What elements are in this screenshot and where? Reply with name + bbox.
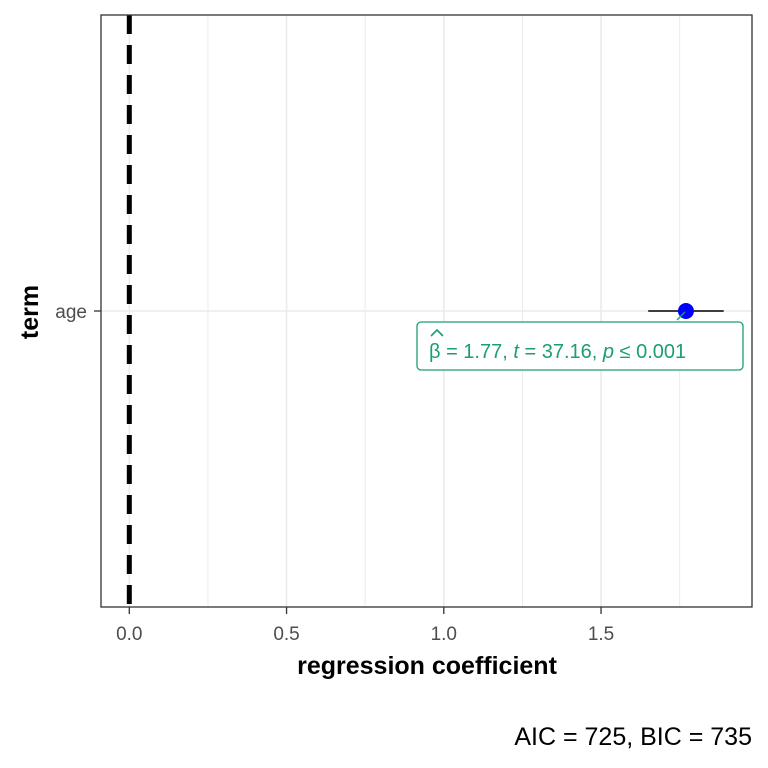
y-tick-label: age — [55, 302, 87, 323]
p-symbol: p — [602, 341, 614, 363]
x-tick-label: 0.5 — [273, 624, 299, 645]
y-axis-title: term — [16, 285, 44, 339]
x-tick-label: 1.5 — [588, 624, 614, 645]
estimates — [648, 303, 724, 321]
x-tick-label: 0.0 — [116, 624, 142, 645]
t-symbol: t — [513, 341, 520, 363]
estimate-annotation: β = 1.77, t = 37.16, p ≤ 0.001 — [416, 321, 744, 371]
x-tick-label: 1.0 — [431, 624, 457, 645]
p-value: ≤ 0.001 — [614, 341, 686, 363]
annotation-text: β = 1.77, t = 37.16, p ≤ 0.001 — [429, 341, 686, 363]
label-pointer — [676, 311, 686, 321]
t-value: = 37.16, — [519, 341, 603, 363]
y-axis: age — [55, 302, 101, 323]
beta-symbol: β — [429, 341, 441, 363]
x-axis-title: regression coefficient — [297, 652, 557, 680]
beta-hat-icon — [430, 328, 444, 337]
annotation-box — [416, 321, 744, 371]
fit-statistics-caption: AIC = 725, BIC = 735 — [514, 723, 752, 751]
x-axis: 0.0 0.5 1.0 1.5 — [116, 607, 614, 645]
beta-value: = 1.77, — [441, 341, 514, 363]
